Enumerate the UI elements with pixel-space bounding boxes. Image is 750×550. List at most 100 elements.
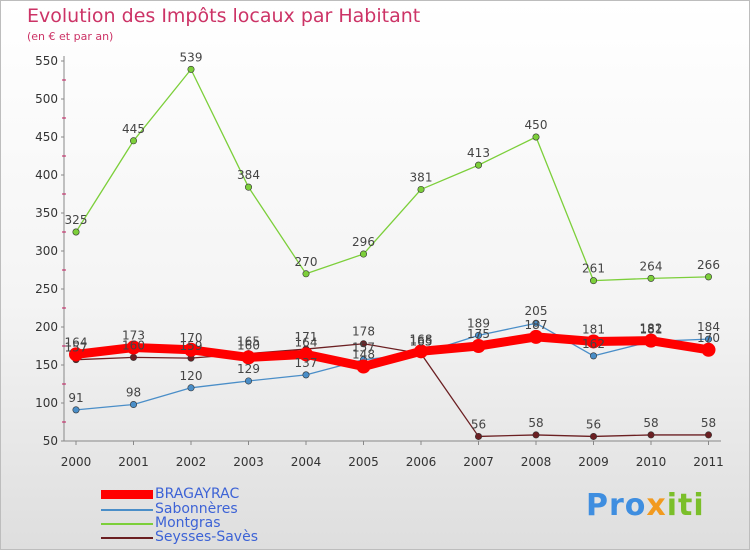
- legend-swatch-bragayrac: [101, 490, 153, 499]
- data-point-sabonneres: [532, 319, 540, 327]
- data-label-sabonneres: 165: [410, 335, 433, 349]
- data-point-sabonneres: [245, 377, 253, 385]
- data-point-bragayrac: [184, 342, 198, 357]
- legend-label-montgras: Montgras: [155, 515, 221, 531]
- y-tick-label: 300: [35, 244, 58, 258]
- x-tick-label: 2010: [636, 455, 667, 469]
- data-point-bragayrac: [644, 333, 658, 348]
- data-point-sabonneres: [589, 352, 597, 360]
- data-label-bragayrac: 160: [237, 338, 260, 352]
- data-label-bragayrac: 170: [697, 331, 720, 345]
- data-label-bragayrac: 164: [295, 335, 318, 349]
- data-label-sabonneres: 189: [467, 316, 490, 330]
- data-point-montgras: [359, 250, 367, 258]
- x-tick-label: 2006: [406, 455, 437, 469]
- y-tick-label: 50: [43, 434, 58, 448]
- x-tick-label: 2011: [693, 455, 724, 469]
- legend-label-bragayrac: BRAGAYRAC: [155, 486, 240, 502]
- proxiti-logo: Proxiti: [586, 488, 705, 523]
- data-point-bragayrac: [414, 344, 428, 359]
- y-tick-label: 550: [35, 54, 58, 68]
- chart-title: Evolution des Impôts locaux par Habitant: [27, 5, 421, 27]
- data-point-montgras: [647, 274, 655, 282]
- data-point-sabonneres: [302, 371, 310, 379]
- data-point-montgras: [589, 277, 597, 285]
- data-label-bragayrac: 164: [65, 335, 88, 349]
- data-point-bragayrac: [471, 339, 486, 353]
- data-point-montgras: [130, 137, 138, 145]
- logo-part-3: iti: [666, 488, 705, 523]
- legend-item-montgras: Montgras: [101, 516, 221, 531]
- data-point-bragayrac: [126, 340, 141, 355]
- data-label-seysses-saves: 159: [180, 339, 203, 353]
- data-point-bragayrac: [586, 334, 601, 349]
- data-label-bragayrac: 173: [122, 329, 145, 343]
- data-point-bragayrac: [241, 350, 256, 365]
- data-point-bragayrac: [529, 329, 543, 344]
- data-label-seysses-saves: 171: [295, 330, 318, 344]
- data-point-sabonneres: [130, 401, 138, 409]
- data-label-bragayrac: 181: [582, 322, 605, 336]
- data-point-bragayrac: [69, 347, 83, 362]
- data-label-seysses-saves: 160: [122, 338, 145, 352]
- series-line-bragayrac: [71, 332, 713, 372]
- data-point-sabonneres: [187, 384, 195, 392]
- data-point-seysses-saves: [589, 432, 597, 440]
- data-label-sabonneres: 184: [697, 320, 720, 334]
- x-tick-label: 2007: [463, 455, 494, 469]
- data-label-montgras: 381: [410, 170, 433, 184]
- data-point-seysses-saves: [359, 340, 367, 348]
- data-label-seysses-saves: 178: [352, 325, 375, 339]
- data-point-montgras: [302, 270, 310, 278]
- y-tick-label: 400: [35, 168, 58, 182]
- legend-item-sabonneres: Sabonnères: [101, 502, 238, 517]
- x-tick-label: 2003: [233, 455, 264, 469]
- y-tick-label: 350: [35, 206, 58, 220]
- data-point-montgras: [187, 65, 195, 73]
- data-point-seysses-saves: [532, 431, 540, 439]
- y-tick-label: 450: [35, 130, 58, 144]
- data-label-seysses-saves: 165: [237, 335, 260, 349]
- legend-swatch-seysses-saves: [101, 536, 153, 539]
- data-label-sabonneres: 157: [352, 341, 375, 355]
- data-label-bragayrac: 148: [352, 348, 375, 362]
- data-point-seysses-saves: [474, 432, 482, 440]
- data-label-montgras: 266: [697, 258, 720, 272]
- chart-subtitle: (en € et par an): [27, 30, 114, 43]
- data-label-sabonneres: 120: [180, 369, 203, 383]
- data-point-sabonneres: [72, 406, 80, 414]
- data-label-seysses-saves: 58: [528, 416, 543, 430]
- data-label-sabonneres: 181: [640, 322, 663, 336]
- data-label-montgras: 261: [582, 262, 605, 276]
- data-point-seysses-saves: [130, 353, 138, 361]
- data-point-montgras: [704, 273, 712, 281]
- data-label-montgras: 325: [65, 213, 88, 227]
- data-label-sabonneres: 205: [525, 304, 548, 318]
- data-label-bragayrac: 168: [410, 332, 433, 346]
- data-point-montgras: [245, 183, 253, 191]
- data-point-montgras: [474, 161, 482, 169]
- data-label-montgras: 296: [352, 235, 375, 249]
- x-tick-label: 2000: [61, 455, 92, 469]
- legend-item-seysses-saves: Seysses-Savès: [101, 530, 258, 545]
- series-line-montgras: [75, 68, 710, 282]
- data-label-montgras: 384: [237, 168, 260, 182]
- y-tick-label: 150: [35, 358, 58, 372]
- data-label-montgras: 270: [295, 255, 318, 269]
- data-label-bragayrac: 187: [525, 318, 548, 332]
- legend-label-sabonneres: Sabonnères: [155, 501, 238, 517]
- legend-item-bragayrac: BRAGAYRAC: [101, 487, 239, 502]
- data-label-seysses-saves: 157: [65, 341, 88, 355]
- legend-swatch-sabonneres: [101, 508, 153, 511]
- x-tick-label: 2008: [521, 455, 552, 469]
- data-point-bragayrac: [299, 347, 313, 362]
- data-label-seysses-saves: 56: [471, 417, 486, 431]
- data-point-seysses-saves: [647, 431, 655, 439]
- x-tick-label: 2009: [578, 455, 609, 469]
- logo-part-1: Pro: [586, 488, 647, 523]
- data-label-seysses-saves: 165: [410, 335, 433, 349]
- y-tick-label: 250: [35, 282, 58, 296]
- data-label-montgras: 539: [180, 50, 203, 64]
- data-label-sabonneres: 162: [582, 337, 605, 351]
